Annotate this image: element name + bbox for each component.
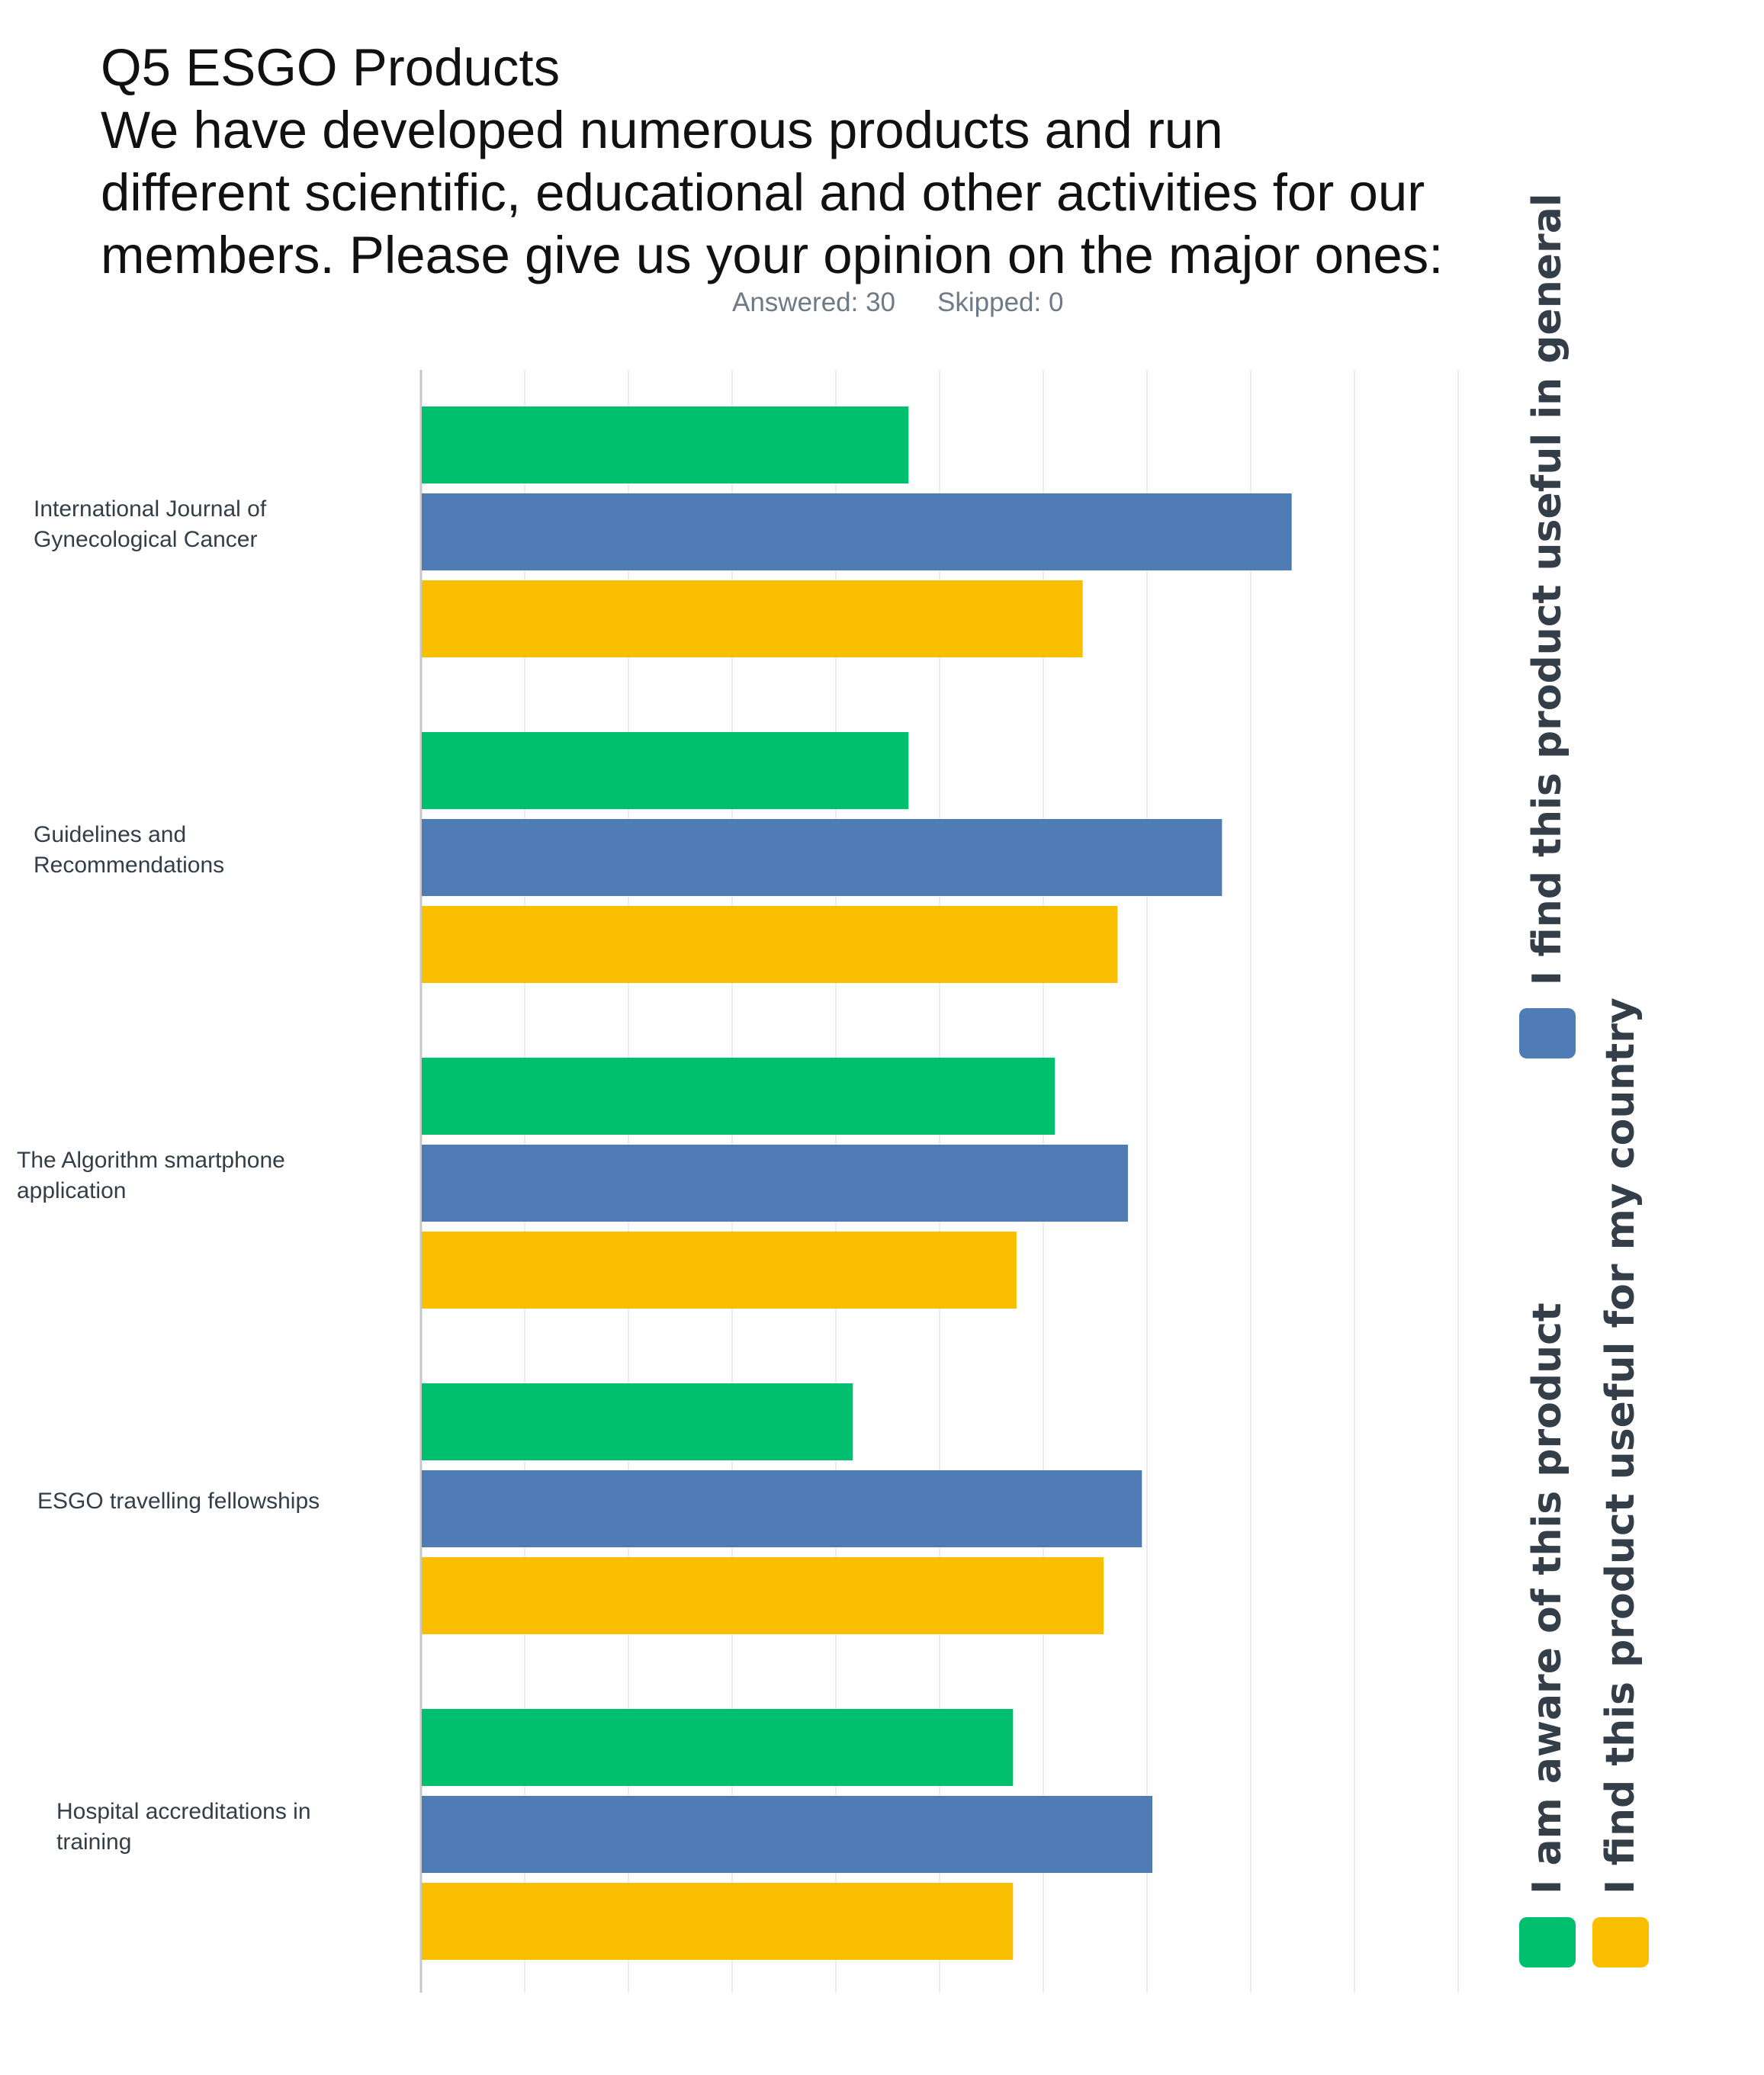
answered-count: Answered: 30 [732, 287, 896, 317]
category-label: Hospital accreditations in training [56, 1797, 415, 1858]
bar-aware[interactable] [422, 732, 909, 809]
bar-aware[interactable] [422, 1058, 1056, 1135]
bar-useful-general[interactable] [422, 1796, 1152, 1873]
question-title: Q5 ESGO Products We have developed numer… [101, 37, 1595, 287]
legend-swatch-aware [1519, 1917, 1576, 1967]
category-label-line: ESGO travelling fellowships [37, 1488, 320, 1514]
bar-useful-general[interactable] [422, 819, 1223, 896]
legend-column-2: I find this product useful for my countr… [1592, 997, 1649, 1967]
bar-aware[interactable] [422, 1383, 853, 1460]
bar-useful-country[interactable] [422, 1557, 1104, 1634]
legend-column-1: I am aware of this product I find this p… [1519, 193, 1576, 1967]
legend-label-useful-country: I find this product useful for my countr… [1598, 997, 1644, 1894]
title-line-2: We have developed numerous products and … [101, 101, 1223, 159]
category-label-line: The Algorithm smartphone [17, 1147, 285, 1173]
bar-useful-general[interactable] [422, 1145, 1129, 1222]
category-label: International Journal of Gynecological Ca… [34, 494, 392, 555]
bar-useful-country[interactable] [422, 1883, 1014, 1960]
bar-useful-general[interactable] [422, 493, 1292, 570]
title-line-1: Q5 ESGO Products [101, 38, 561, 97]
legend-label-aware: I am aware of this product [1525, 1302, 1570, 1894]
category-label-line: Gynecological Cancer [34, 526, 258, 552]
category-label-line: Hospital accreditations in [56, 1798, 311, 1824]
title-line-4: members. Please give us your opinion on … [101, 226, 1444, 284]
bar-aware[interactable] [422, 406, 909, 483]
title-line-3: different scientific, educational and ot… [101, 163, 1425, 222]
category-label-line: training [56, 1829, 132, 1855]
category-label: The Algorithm smartphone application [17, 1145, 375, 1206]
legend-label-useful-general: I find this product useful in general [1525, 193, 1570, 986]
category-label: Guidelines and Recommendations [34, 820, 392, 881]
response-stats: Answered: 30 Skipped: 0 [732, 287, 1063, 318]
category-label-line: Guidelines and [34, 821, 187, 847]
legend-swatch-useful-country [1592, 1917, 1649, 1967]
bar-aware[interactable] [422, 1709, 1014, 1786]
legend-swatch-useful-general [1519, 1008, 1576, 1059]
skipped-count: Skipped: 0 [937, 287, 1064, 317]
bar-useful-country[interactable] [422, 906, 1118, 983]
bar-useful-country[interactable] [422, 1232, 1017, 1309]
category-label: ESGO travelling fellowships [37, 1486, 396, 1517]
bar-useful-country[interactable] [422, 580, 1083, 657]
category-label-line: Recommendations [34, 852, 225, 878]
bar-useful-general[interactable] [422, 1470, 1142, 1547]
category-label-line: International Journal of [34, 496, 267, 522]
category-label-line: application [17, 1177, 127, 1203]
